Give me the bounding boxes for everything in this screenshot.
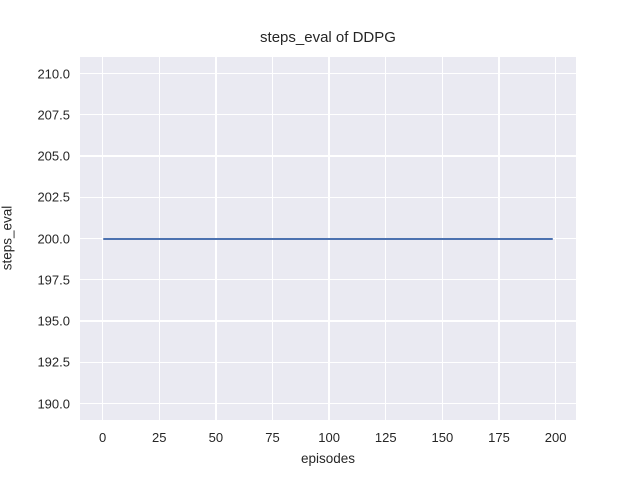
plot-area bbox=[80, 57, 576, 420]
gridline-horizontal bbox=[80, 361, 576, 363]
series-line-ddpg-steps-eval bbox=[102, 237, 554, 240]
x-tick-label: 25 bbox=[152, 430, 167, 445]
x-tick-label: 125 bbox=[374, 430, 397, 445]
gridline-horizontal bbox=[80, 196, 576, 198]
gridline-horizontal bbox=[80, 72, 576, 75]
x-tick-label: 0 bbox=[99, 430, 107, 445]
gridline-horizontal bbox=[80, 320, 576, 322]
gridline-horizontal bbox=[80, 279, 576, 281]
y-tick-label: 190.0 bbox=[37, 396, 70, 411]
gridline-horizontal bbox=[80, 155, 576, 157]
y-tick-label: 195.0 bbox=[37, 313, 70, 329]
y-tick-label: 210.0 bbox=[37, 66, 70, 81]
y-tick-label: 202.5 bbox=[37, 189, 70, 205]
x-tick-label: 200 bbox=[544, 430, 567, 445]
y-tick-label: 205.0 bbox=[37, 148, 70, 164]
y-tick-label: 200.0 bbox=[37, 231, 70, 246]
y-tick-label: 197.5 bbox=[37, 272, 70, 288]
y-tick-label: 192.5 bbox=[37, 354, 70, 370]
x-tick-label: 150 bbox=[431, 430, 454, 445]
y-tick-label: 207.5 bbox=[37, 107, 70, 123]
x-tick-label: 50 bbox=[208, 430, 224, 445]
x-tick-label: 75 bbox=[265, 430, 280, 445]
x-axis-label: episodes bbox=[300, 451, 356, 466]
chart-title: steps_eval of DDPG bbox=[260, 29, 396, 46]
x-tick-label: 175 bbox=[488, 430, 510, 445]
gridline-horizontal bbox=[80, 114, 576, 116]
gridline-horizontal bbox=[80, 402, 576, 405]
x-tick-label: 100 bbox=[318, 430, 340, 445]
